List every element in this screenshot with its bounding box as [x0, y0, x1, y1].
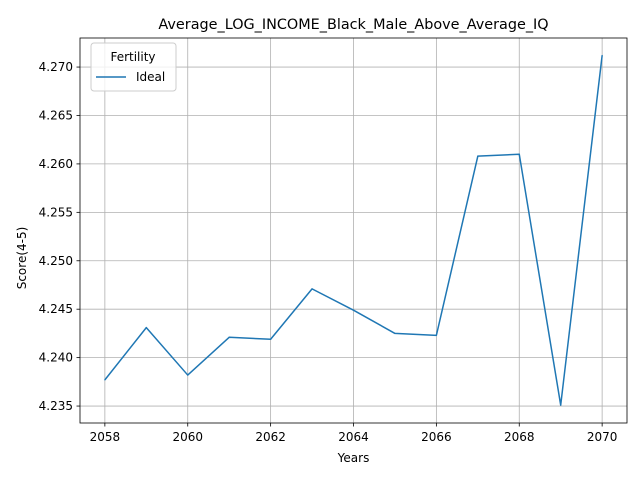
data-point	[311, 288, 313, 290]
data-point	[518, 153, 520, 155]
legend: Fertility Ideal	[90, 42, 177, 92]
data-point	[104, 379, 106, 381]
data-point	[560, 404, 562, 406]
data-point	[394, 332, 396, 335]
x-tick-label: 2058	[90, 430, 121, 444]
y-axis: 4.235 4.240 4.245 4.250 4.255 4.260 4.265 4.270	[39, 60, 80, 413]
x-axis-label: Years	[337, 451, 370, 465]
x-axis: 2058 2060 2062 2064 2066 2068 2070	[90, 423, 618, 444]
data-point	[228, 336, 230, 338]
y-tick-label: 4.240	[39, 351, 73, 365]
data-point	[145, 326, 147, 329]
data-point	[477, 155, 479, 157]
x-tick-label: 2060	[172, 430, 203, 444]
legend-title: Fertility	[110, 50, 155, 64]
data-point	[270, 338, 272, 340]
x-tick-label: 2066	[421, 430, 452, 444]
x-tick-label: 2070	[587, 430, 618, 444]
data-point	[187, 374, 189, 376]
legend-label-ideal: Ideal	[136, 70, 165, 84]
y-tick-label: 4.255	[39, 205, 73, 219]
y-tick-label: 4.265	[39, 108, 73, 122]
chart-title: Average_LOG_INCOME_Black_Male_Above_Aver…	[158, 17, 548, 33]
series-layer	[104, 54, 603, 406]
data-point	[352, 309, 355, 311]
data-point	[601, 54, 603, 57]
legend-box	[90, 42, 177, 92]
x-tick-label: 2064	[338, 430, 369, 444]
y-tick-label: 4.245	[39, 302, 73, 316]
y-axis-label: Score(4-5)	[15, 227, 29, 290]
grid	[80, 38, 627, 423]
x-tick-label: 2062	[255, 430, 286, 444]
y-tick-label: 4.260	[39, 157, 73, 171]
x-tick-label: 2068	[504, 430, 535, 444]
data-point	[435, 334, 437, 336]
y-tick-label: 4.250	[39, 254, 73, 268]
y-tick-label: 4.270	[39, 60, 73, 74]
y-tick-label: 4.235	[39, 399, 73, 413]
